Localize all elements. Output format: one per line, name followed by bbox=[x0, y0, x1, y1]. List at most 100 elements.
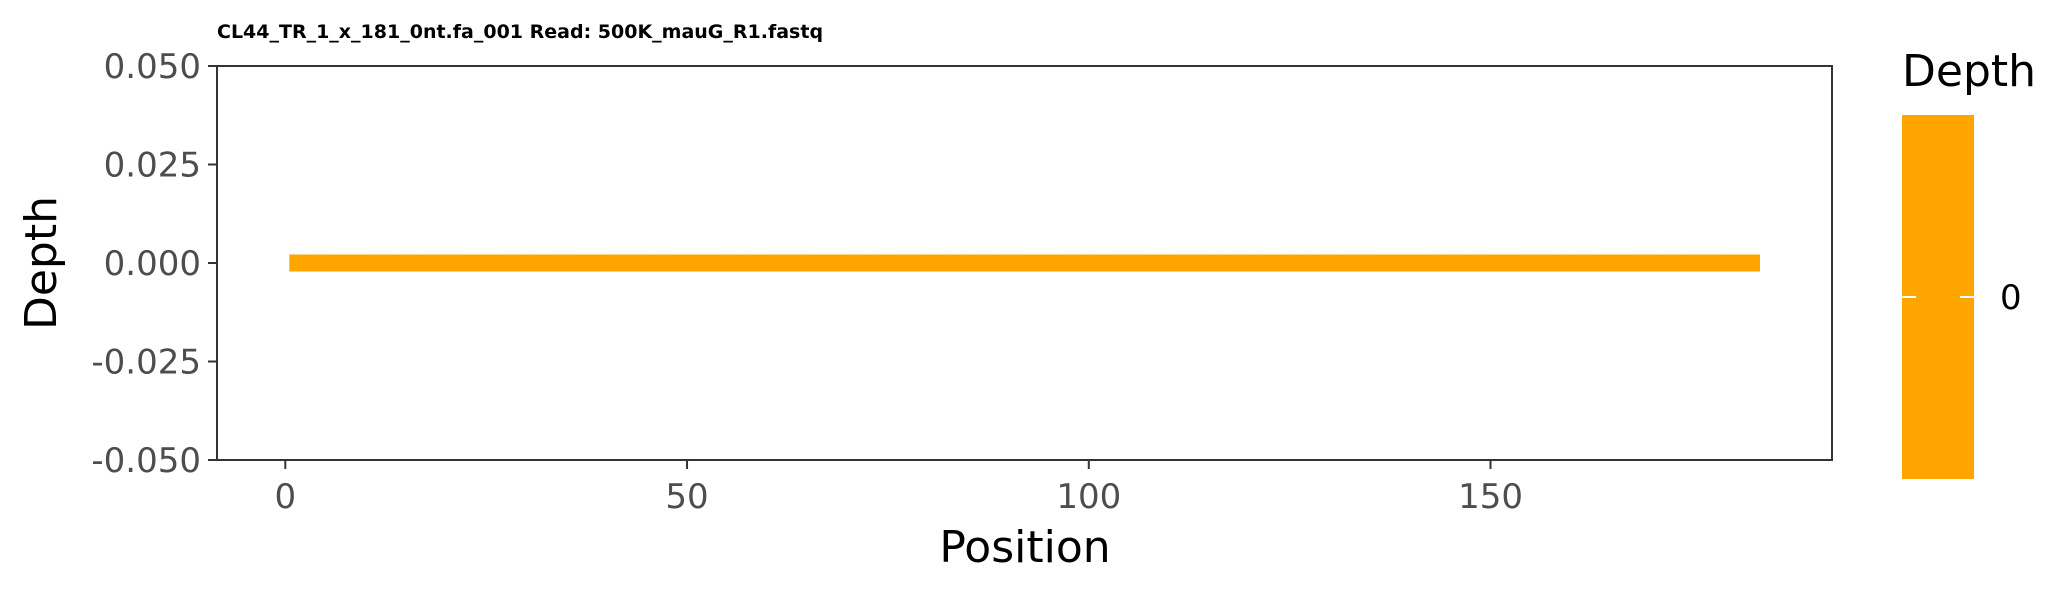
depth-tile bbox=[1486, 254, 1495, 272]
depth-tile bbox=[474, 254, 483, 272]
depth-tile bbox=[1237, 254, 1246, 272]
depth-tile bbox=[1076, 254, 1086, 272]
depth-tile bbox=[1221, 254, 1230, 272]
depth-tile bbox=[466, 254, 475, 272]
depth-tile bbox=[1365, 254, 1375, 272]
depth-tile bbox=[899, 254, 909, 272]
depth-tile bbox=[1333, 254, 1343, 272]
depth-tile bbox=[891, 254, 901, 272]
depth-tile bbox=[1446, 254, 1455, 272]
depth-tile bbox=[562, 254, 571, 272]
depth-tile bbox=[763, 254, 772, 272]
depth-tile bbox=[1149, 254, 1158, 272]
depth-tile bbox=[1092, 254, 1102, 272]
y-tick-label: -0.050 bbox=[91, 441, 201, 481]
depth-tile bbox=[803, 254, 812, 272]
depth-tile bbox=[795, 254, 804, 272]
depth-tile bbox=[1695, 254, 1704, 272]
depth-tile bbox=[441, 254, 451, 272]
depth-tile bbox=[1269, 254, 1278, 272]
depth-tile bbox=[1743, 254, 1752, 272]
y-tick-label: 0.050 bbox=[104, 47, 201, 87]
depth-tile bbox=[908, 254, 917, 272]
depth-tile bbox=[530, 254, 539, 272]
depth-tile bbox=[707, 254, 716, 272]
depth-tile bbox=[1060, 254, 1069, 272]
depth-tile bbox=[1157, 254, 1166, 272]
depth-tile bbox=[1374, 254, 1383, 272]
depth-tile bbox=[1454, 254, 1463, 272]
depth-tile bbox=[1478, 254, 1487, 272]
depth-tile bbox=[642, 254, 652, 272]
depth-tile bbox=[450, 254, 459, 272]
depth-tile bbox=[1181, 254, 1190, 272]
depth-tile bbox=[843, 254, 853, 272]
depth-tile bbox=[650, 254, 660, 272]
depth-tile bbox=[1341, 254, 1351, 272]
depth-tile bbox=[1414, 254, 1423, 272]
y-tick-label: -0.025 bbox=[91, 343, 201, 383]
depth-tile bbox=[1510, 254, 1519, 272]
depth-tile bbox=[1703, 254, 1712, 272]
depth-tile bbox=[1357, 254, 1367, 272]
x-axis-title: Position bbox=[939, 522, 1110, 573]
depth-tile bbox=[1277, 254, 1286, 272]
depth-tile bbox=[490, 254, 499, 272]
depth-tile bbox=[755, 254, 764, 272]
depth-tile bbox=[385, 254, 395, 272]
depth-tile bbox=[578, 254, 587, 272]
depth-tile bbox=[867, 254, 877, 272]
depth-tile bbox=[715, 254, 724, 272]
depth-tile bbox=[586, 254, 595, 272]
depth-tile bbox=[329, 254, 338, 272]
depth-tile bbox=[1687, 254, 1696, 272]
depth-tile bbox=[827, 254, 836, 272]
depth-tile bbox=[1325, 254, 1335, 272]
depth-tile bbox=[1494, 254, 1503, 272]
depth-tile bbox=[1711, 254, 1720, 272]
depth-tile bbox=[626, 254, 636, 272]
depth-tile bbox=[506, 254, 515, 272]
depth-tile bbox=[1574, 254, 1584, 272]
depth-tile bbox=[482, 254, 491, 272]
depth-tile bbox=[1598, 254, 1608, 272]
depth-tile bbox=[1406, 254, 1415, 272]
depth-tile bbox=[1398, 254, 1407, 272]
depth-tile bbox=[361, 254, 370, 272]
depth-tile bbox=[1590, 254, 1600, 272]
depth-tile bbox=[610, 254, 620, 272]
depth-tile bbox=[1639, 254, 1648, 272]
depth-tile bbox=[683, 254, 692, 272]
depth-tile bbox=[956, 254, 965, 272]
x-tick-label: 150 bbox=[1458, 477, 1523, 517]
depth-tile bbox=[1100, 254, 1110, 272]
depth-tile bbox=[1020, 254, 1029, 272]
x-axis: 0 50 100 150 bbox=[274, 460, 1523, 517]
depth-tile bbox=[1068, 254, 1078, 272]
depth-tile bbox=[1679, 254, 1688, 272]
depth-tile bbox=[1044, 254, 1053, 272]
depth-tile bbox=[1245, 254, 1254, 272]
depth-tile bbox=[297, 254, 306, 272]
depth-tile bbox=[458, 254, 467, 272]
depth-tile bbox=[1141, 254, 1150, 272]
depth-tile bbox=[353, 254, 362, 272]
depth-tile bbox=[1229, 254, 1238, 272]
depth-tile bbox=[1582, 254, 1592, 272]
depth-tile bbox=[1253, 254, 1262, 272]
depth-tile bbox=[1558, 254, 1568, 272]
depth-tile bbox=[554, 254, 563, 272]
y-axis-title: Depth bbox=[16, 196, 67, 330]
depth-tile bbox=[1108, 254, 1118, 272]
depth-tile bbox=[691, 254, 700, 272]
legend-label: 0 bbox=[2000, 278, 2022, 318]
depth-tile bbox=[787, 254, 796, 272]
y-tick-label: 0.025 bbox=[104, 146, 201, 186]
depth-tile bbox=[1012, 254, 1021, 272]
depth-tile bbox=[1663, 254, 1672, 272]
x-tick-label: 50 bbox=[665, 477, 708, 517]
depth-tile bbox=[1615, 254, 1624, 272]
depth-tile bbox=[594, 254, 603, 272]
depth-tile bbox=[618, 254, 628, 272]
depth-tile bbox=[932, 254, 941, 272]
